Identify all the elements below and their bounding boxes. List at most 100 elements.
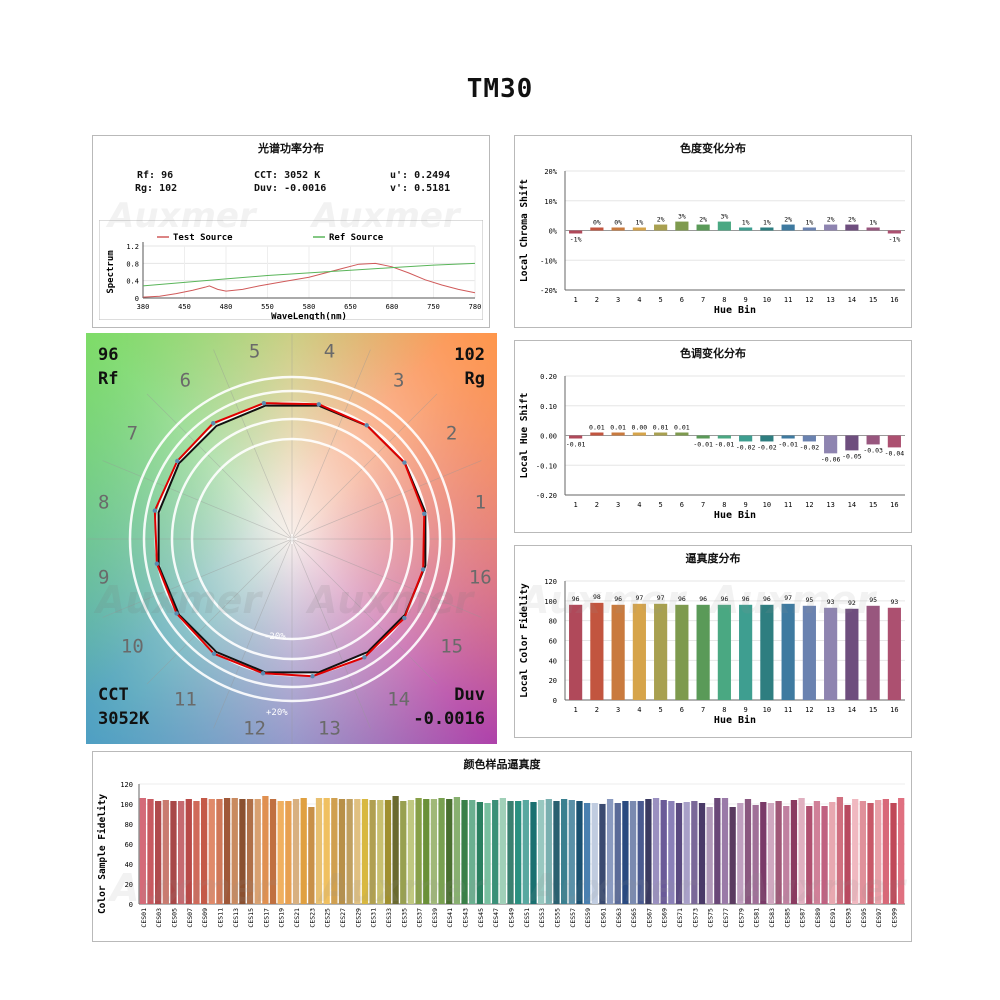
x-tick-label: 650 — [344, 303, 357, 311]
x-tick-label: 680 — [386, 303, 399, 311]
y-tick-label: 0% — [549, 228, 558, 236]
x-tick-label: 15 — [869, 296, 877, 304]
x-tick-label: 7 — [701, 501, 705, 509]
reference-ring — [128, 375, 456, 703]
sample-bar — [392, 796, 399, 904]
bar-value-label: 2% — [784, 216, 792, 224]
y-tick-label: -20% — [540, 287, 558, 295]
sample-tick-label: CES57 — [569, 908, 577, 928]
bar — [760, 435, 774, 442]
sample-bar — [231, 798, 238, 904]
x-axis-title: WaveLength(nm) — [271, 312, 347, 320]
sample-bar — [484, 803, 491, 904]
sample-bar — [377, 800, 384, 904]
sample-bar — [239, 799, 246, 904]
sample-bar — [308, 807, 315, 904]
series-line-2 — [142, 262, 476, 287]
y-tick-label: 100 — [120, 801, 133, 809]
sample-bar — [446, 799, 453, 904]
bar — [760, 604, 774, 700]
sample-bar — [583, 803, 591, 904]
bar — [781, 435, 795, 439]
x-axis-title: Hue Bin — [714, 509, 756, 521]
y-tick-label: -0.20 — [536, 492, 557, 500]
x-tick-label: 4 — [637, 706, 641, 714]
sample-tick-label: CES25 — [324, 908, 332, 928]
x-tick-label: 580 — [303, 303, 316, 311]
sample-tick-label: CES83 — [768, 908, 776, 928]
y-tick-label: 0 — [135, 295, 139, 303]
bar — [675, 432, 689, 436]
reference-ring — [190, 437, 394, 641]
bar-value-label: 0.00 — [632, 424, 648, 432]
x-tick-label: 2 — [595, 706, 599, 714]
sample-tick-label: CES73 — [691, 908, 699, 928]
sample-tick-label: CES61 — [599, 908, 607, 928]
y-tick-label: 60 — [125, 841, 133, 849]
sample-bar — [760, 802, 767, 904]
bar-value-label: 96 — [572, 595, 580, 603]
x-tick-label: 2 — [595, 501, 599, 509]
sample-bar — [208, 799, 215, 904]
rf-param: Rf: 96 — [137, 170, 174, 181]
bar-value-label: -0.01 — [566, 441, 586, 449]
sample-tick-label: CES47 — [492, 908, 500, 928]
bar-value-label: -0.01 — [693, 441, 713, 449]
bar — [802, 435, 816, 442]
sample-bar — [193, 801, 200, 904]
sample-bar — [798, 798, 805, 904]
sample-bar — [216, 799, 223, 904]
x-tick-label: 16 — [890, 706, 898, 714]
bar — [824, 435, 838, 454]
x-tick-label: 14 — [848, 296, 856, 304]
x-tick-label: 2 — [595, 296, 599, 304]
sample-tick-label: CES93 — [845, 908, 853, 928]
duv-param: Duv: -0.0016 — [254, 183, 327, 194]
bar-value-label: -0.05 — [842, 452, 862, 460]
sample-bar — [476, 802, 484, 904]
bar — [675, 604, 689, 700]
sample-bar — [338, 799, 346, 904]
reference-ring — [142, 389, 442, 689]
x-tick-label: 6 — [680, 501, 684, 509]
bar — [696, 604, 710, 700]
sample-bar — [354, 799, 361, 904]
sample-tick-label: CES91 — [829, 908, 837, 928]
x-tick-label: 5 — [659, 501, 663, 509]
vector-arrow-head — [211, 420, 216, 426]
sample-bar — [155, 801, 162, 904]
bar — [717, 221, 731, 231]
x-tick-label: 6 — [680, 706, 684, 714]
x-tick-label: 1 — [574, 706, 578, 714]
x-tick-label: 11 — [784, 501, 792, 509]
y-tick-label: 40 — [125, 861, 133, 869]
hue-bin-label: 12 — [243, 717, 266, 739]
bar — [845, 608, 859, 700]
vector-arrow-head — [260, 671, 266, 676]
sample-bar — [606, 799, 614, 904]
hue-bin-label: 11 — [174, 689, 197, 711]
hue-bin-label: 1 — [475, 492, 486, 514]
bar-value-label: -0.03 — [863, 446, 883, 454]
bar — [802, 605, 816, 700]
sample-bar — [890, 803, 897, 904]
hue-spoke — [213, 349, 293, 540]
fidelity-title: 逼真度分布 — [685, 552, 741, 565]
y-axis-title: Local Hue Shift — [519, 393, 530, 479]
y-tick-label: 120 — [120, 781, 133, 789]
sample-tick-label: CES67 — [645, 908, 653, 928]
chroma-panel: 色度变化分布 20% 10% 0% -10% -20% 1 -1% 2 0% 3 0% 4 1% 5 2% 6… — [514, 135, 912, 328]
sample-bar — [698, 803, 706, 904]
hue-spoke — [291, 349, 371, 540]
y-tick-label: 120 — [544, 578, 557, 586]
x-tick-label: 550 — [261, 303, 274, 311]
y-tick-label: 80 — [125, 821, 133, 829]
bar-value-label: 0.01 — [653, 424, 669, 432]
samples-chart: 120 100 80 60 40 20 0 CES01 CES03 CES05 CES07 CES09… — [97, 781, 905, 928]
bar — [611, 227, 625, 231]
sample-bar — [813, 801, 821, 904]
sample-tick-label: CES49 — [508, 908, 516, 928]
sample-tick-label: CES13 — [232, 908, 240, 928]
hue-title: 色调变化分布 — [680, 347, 746, 360]
bar-value-label: 95 — [805, 596, 813, 604]
